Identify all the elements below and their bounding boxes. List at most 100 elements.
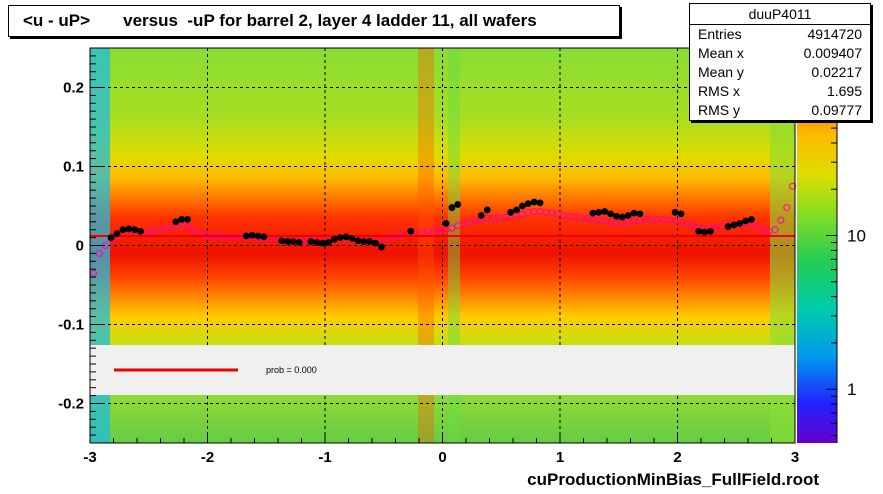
profile-point (695, 227, 703, 235)
mean-point (189, 226, 197, 234)
profile-point (125, 225, 133, 233)
profile-point (483, 206, 491, 214)
profile-point (278, 237, 285, 245)
profile-point (477, 212, 485, 219)
stats-value: 0.009407 (803, 45, 862, 61)
profile-point (366, 238, 374, 245)
mean-point (95, 249, 103, 257)
profile-point (325, 238, 332, 246)
profile-point (707, 227, 714, 235)
profile-point (595, 208, 603, 216)
profile-point (519, 202, 526, 210)
stats-label: Mean x (698, 45, 744, 61)
profile-point (671, 208, 679, 216)
profile-point (407, 227, 415, 235)
x-tick-label: -1 (318, 449, 331, 466)
stats-row-mean-x: Mean x 0.009407 (690, 44, 870, 63)
profile-point (178, 216, 186, 223)
profile-point (372, 239, 379, 247)
profile-point (342, 233, 350, 241)
profile-point (137, 227, 144, 235)
stats-row-rms-x: RMS x 1.695 (690, 82, 870, 101)
profile-point (107, 234, 115, 242)
x-tick-label: 1 (556, 449, 564, 466)
profile-point (348, 234, 356, 242)
profile-point (378, 243, 385, 251)
profile-point (295, 238, 303, 246)
y-tick-label: 0.1 (63, 159, 84, 176)
mean-point (90, 269, 98, 277)
stats-row-mean-y: Mean y 0.02217 (690, 63, 870, 82)
profile-point (442, 219, 450, 227)
profile-point (589, 209, 597, 217)
stats-value: 1.695 (826, 83, 862, 99)
fit-legend-label: prob = 0.000 (266, 365, 317, 375)
x-tick-label: -3 (83, 449, 96, 466)
profile-point (601, 208, 609, 215)
stats-value: 0.09777 (811, 102, 862, 118)
profile-point (742, 217, 750, 225)
profile-point (184, 216, 191, 223)
stats-row-entries: Entries 4914720 (690, 25, 870, 44)
stats-value: 4914720 (807, 26, 862, 42)
mean-point (101, 242, 109, 249)
profile-point (248, 231, 256, 239)
colorbar-tick-label: 1 (847, 380, 856, 399)
mean-point (777, 216, 785, 224)
profile-point (260, 233, 268, 241)
profile-point (254, 232, 262, 240)
stats-label: RMS y (698, 102, 740, 118)
profile-point (131, 226, 139, 234)
profile-point (530, 198, 538, 206)
mean-point (783, 204, 791, 212)
plot-title: <u - uP> versus -uP for barrel 2, layer … (8, 5, 620, 37)
profile-point (331, 235, 338, 243)
y-tick-label: 0 (76, 238, 84, 255)
profile-point (289, 238, 297, 245)
y-tick-label: 0.2 (63, 80, 84, 97)
profile-point (507, 208, 515, 216)
profile-point (524, 200, 532, 208)
profile-point (677, 210, 685, 218)
profile-point (730, 221, 738, 229)
profile-point (536, 199, 544, 207)
mean-point (184, 223, 192, 231)
profile-point (748, 216, 755, 223)
profile-point (701, 228, 708, 236)
profile-point (284, 238, 291, 245)
mean-point (789, 182, 797, 190)
x-axis: -3 -2 -1 0 1 2 3 (83, 433, 799, 466)
y-axis: -0.2 -0.1 0 0.1 0.2 (58, 47, 102, 444)
profile-point (448, 204, 456, 211)
stats-row-rms-y: RMS y 0.09777 (690, 101, 870, 120)
profile-point (307, 238, 315, 245)
stats-label: Mean y (698, 64, 744, 80)
profile-point (172, 218, 180, 226)
profile-point (624, 212, 632, 219)
profile-point (513, 206, 520, 214)
mean-point (771, 226, 779, 234)
profile-points (107, 198, 755, 251)
profile-point (724, 223, 732, 230)
stats-label: RMS x (698, 83, 740, 99)
profile-point (636, 210, 644, 218)
heatmap-center-green-stripe (448, 48, 460, 443)
profile-point (119, 226, 127, 234)
mean-point (454, 222, 462, 230)
x-tick-label: 3 (791, 449, 799, 466)
profile-point (607, 210, 614, 218)
profile-point (360, 238, 368, 245)
profile-point (113, 230, 121, 238)
stats-box: duuP4011 Entries 4914720 Mean x 0.009407… (689, 3, 871, 121)
y-tick-label: -0.1 (58, 317, 84, 334)
x-tick-label: 0 (438, 449, 446, 466)
stats-name: duuP4011 (690, 4, 870, 25)
profile-point (736, 219, 744, 227)
profile-point (354, 237, 362, 245)
profile-point (618, 213, 626, 221)
profile-point (319, 239, 327, 247)
x-tick-label: 2 (673, 449, 681, 466)
profile-point (242, 232, 250, 240)
profile-point (613, 212, 620, 220)
profile-point (313, 238, 321, 246)
